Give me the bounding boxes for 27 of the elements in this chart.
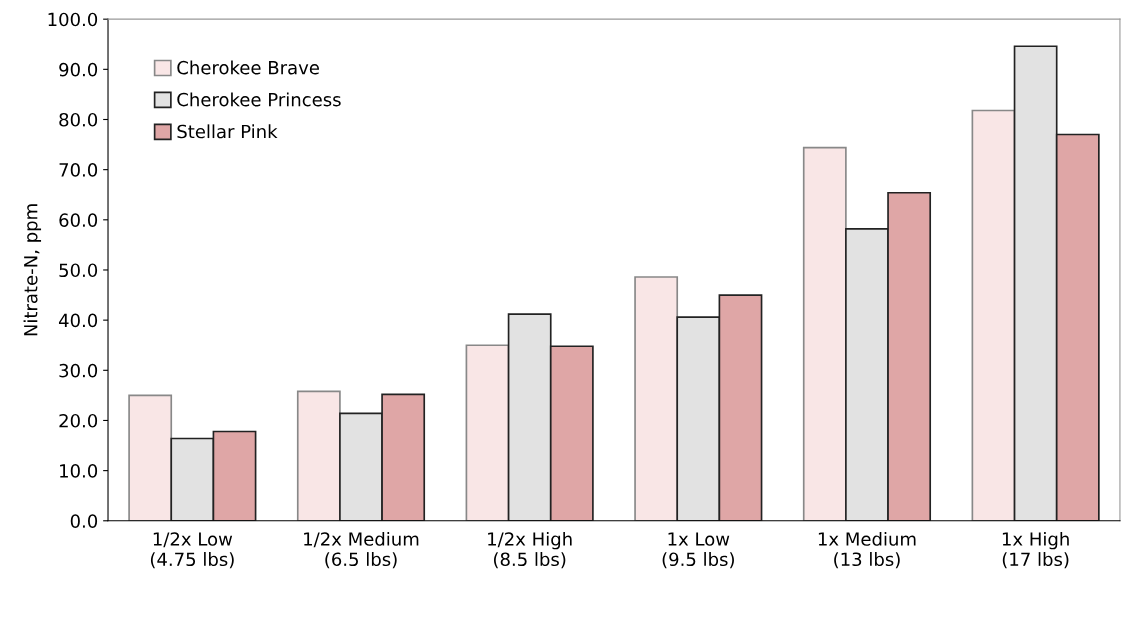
bar bbox=[128, 394, 173, 521]
bar bbox=[296, 390, 341, 521]
y-tick-label: 50.0 bbox=[59, 263, 98, 278]
y-tick-label: 0.0 bbox=[70, 514, 98, 528]
x-tick-label: 1/2x Low (4.75 lbs) bbox=[150, 532, 234, 569]
bar bbox=[971, 109, 1016, 521]
legend-label: Cherokee Brave bbox=[177, 60, 319, 75]
legend-label: Stellar Pink bbox=[177, 124, 278, 139]
y-tick-label: 10.0 bbox=[60, 464, 98, 478]
y-tick-label: 100.0 bbox=[48, 12, 98, 27]
legend-label: Cherokee Princess bbox=[177, 92, 341, 107]
y-tick-label: 20.0 bbox=[59, 413, 98, 428]
y-axis-title: Nitrate-N, ppm bbox=[23, 204, 42, 336]
bar bbox=[634, 276, 679, 521]
y-tick-label: 60.0 bbox=[59, 213, 98, 227]
y-tick-label: 90.0 bbox=[59, 62, 98, 77]
x-tick-label: 1x High (17 lbs) bbox=[1002, 531, 1069, 569]
bar bbox=[465, 344, 510, 521]
x-tick-label: 1/2x High (8.5 lbs) bbox=[488, 531, 572, 569]
x-tick-label: 1/2x Medium (6.5 lbs) bbox=[304, 531, 419, 569]
y-tick-label: 40.0 bbox=[58, 313, 98, 328]
x-tick-label: 1x Low (9.5 lbs) bbox=[662, 532, 734, 569]
y-tick-label: 30.0 bbox=[59, 363, 98, 378]
bar bbox=[802, 146, 847, 521]
y-tick-label: 80.0 bbox=[59, 112, 98, 127]
x-tick-label: 1x Medium (13 lbs) bbox=[818, 531, 916, 569]
y-tick-label: 70.0 bbox=[59, 163, 98, 177]
